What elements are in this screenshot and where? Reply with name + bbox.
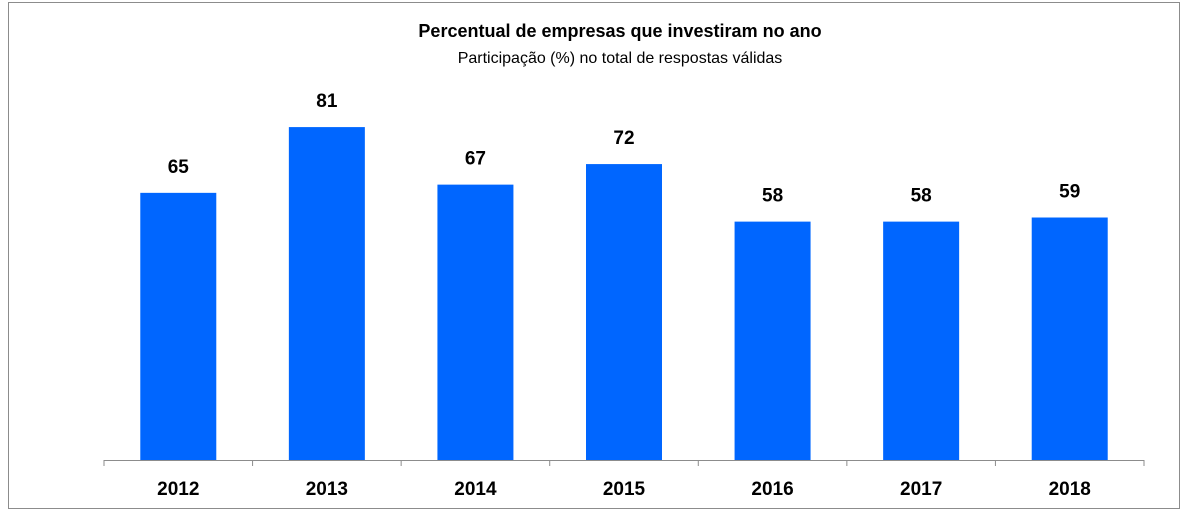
chart-subtitle: Participação (%) no total de respostas v… (458, 50, 783, 67)
chart-title: Percentual de empresas que investiram no… (418, 21, 821, 41)
x-tick-label: 2014 (454, 479, 497, 500)
value-label: 65 (168, 157, 190, 178)
bar (1031, 217, 1108, 460)
value-label: 58 (911, 186, 932, 207)
x-tick-label: 2012 (157, 479, 199, 500)
x-tick-label: 2018 (1049, 479, 1091, 500)
x-tick-label: 2017 (900, 479, 942, 500)
value-label: 67 (465, 149, 486, 170)
value-label: 81 (316, 91, 338, 112)
value-label: 59 (1059, 182, 1080, 203)
value-label: 72 (613, 128, 634, 149)
bar (140, 192, 217, 460)
bar (883, 221, 960, 460)
value-label: 58 (762, 186, 783, 207)
x-tick-label: 2015 (603, 479, 646, 500)
x-tick-label: 2016 (751, 479, 793, 500)
x-tick-label: 2013 (306, 479, 348, 500)
bar (437, 184, 514, 460)
bar (586, 164, 662, 460)
bar (288, 127, 365, 460)
bar (734, 221, 811, 460)
